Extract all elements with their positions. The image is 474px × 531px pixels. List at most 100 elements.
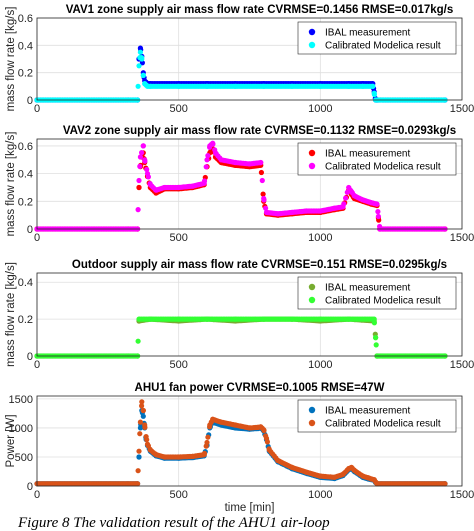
data-point [137, 49, 143, 55]
x-tick-label: 500 [169, 232, 187, 244]
legend-label: IBAL measurement [325, 28, 410, 39]
legend-marker [308, 162, 316, 170]
data-point [136, 177, 142, 184]
data-point [218, 419, 224, 425]
x-tick-label: 1000 [308, 489, 332, 501]
data-point [258, 169, 264, 176]
data-point [360, 473, 366, 479]
legend-box [297, 399, 457, 433]
x-tick-label: 1500 [450, 103, 474, 115]
y-tick-label: 0.2 [18, 196, 33, 208]
data-point [261, 83, 267, 89]
data-point [373, 335, 379, 341]
data-point [261, 427, 267, 433]
data-point [232, 159, 238, 166]
data-point [137, 154, 143, 160]
data-point [153, 187, 159, 193]
data-point [140, 143, 146, 149]
data-point [201, 180, 207, 186]
legend-box [297, 276, 457, 310]
data-point [232, 83, 238, 89]
plot-frame [36, 17, 463, 101]
x-tick-label: 1500 [450, 232, 474, 244]
data-point [371, 90, 377, 96]
data-point [260, 191, 266, 197]
data-point [375, 213, 381, 220]
data-point [139, 56, 145, 62]
legend: IBAL measurement Calibrated Modelica resu… [297, 399, 457, 433]
chart-panels: 0 500 1000 1500 0 0.2 0.4 0.6 VAV1 zone supply a… [5, 4, 474, 514]
y-tick-label: 1500 [9, 394, 33, 406]
chart-title: AHU1 fan power CVRMSE=0.1005 RMSE=47W [135, 382, 385, 394]
plot-frame [36, 272, 463, 357]
data-point [161, 184, 168, 191]
x-axis-label: time [min] [225, 502, 275, 514]
data-point [275, 211, 281, 217]
y-axis-label: Power [W] [5, 414, 17, 467]
y-tick-label: 0.6 [18, 13, 33, 25]
legend-label: Calibrated Modelica result [325, 419, 441, 430]
data-point [135, 338, 141, 344]
data-point [259, 177, 265, 184]
data-point [360, 197, 366, 203]
data-point [263, 205, 269, 211]
y-axis-label: mass flow rate [kg/s] [5, 262, 17, 367]
data-point [205, 434, 211, 440]
data-point [261, 195, 267, 202]
x-tick-label: 500 [169, 359, 187, 371]
plot-frame [36, 138, 463, 230]
data-point [351, 193, 357, 199]
data-point [139, 403, 145, 409]
data-point [136, 454, 142, 460]
data-point [140, 72, 146, 78]
data-point [142, 422, 148, 428]
y-tick-label: 0 [27, 351, 33, 363]
data-point [303, 469, 309, 475]
data-point [346, 316, 352, 322]
data-point [135, 83, 141, 89]
data-point [346, 184, 352, 191]
data-point [232, 422, 238, 428]
data-point [340, 471, 346, 477]
data-point [140, 407, 146, 414]
y-tick-label: 0 [27, 224, 33, 236]
data-point [258, 159, 264, 166]
legend-marker [308, 41, 316, 49]
x-tick-label: 0 [34, 103, 40, 115]
data-point [143, 434, 149, 440]
chart-title: VAV1 zone supply air mass flow rate CVRM… [66, 4, 454, 16]
data-point [275, 457, 281, 464]
data-point [351, 467, 357, 473]
chart-panel-1: 0 500 1000 1500 0 0.2 0.4 0.6 VAV1 zone supply a… [5, 4, 474, 115]
data-point [212, 150, 219, 156]
data-point [161, 454, 168, 460]
data-point [340, 204, 346, 210]
legend-box [297, 142, 457, 176]
data-point [374, 201, 380, 207]
data-point [137, 163, 143, 169]
data-point [142, 157, 148, 163]
data-point [331, 205, 338, 211]
y-tick-label: 0.2 [18, 314, 33, 326]
data-point [207, 422, 213, 428]
x-tick-label: 0 [34, 232, 40, 244]
series-2 [34, 316, 448, 359]
data-point [137, 419, 143, 425]
plot-frame [36, 395, 463, 487]
data-point [370, 83, 376, 89]
data-point [343, 195, 349, 201]
legend-box [297, 21, 457, 55]
data-point [136, 184, 142, 191]
data-point [246, 161, 253, 167]
y-tick-label: 0.4 [18, 277, 33, 289]
data-point [137, 45, 143, 51]
chart-title: VAV2 zone supply air mass flow rate CVRM… [63, 125, 456, 137]
chart-panel-2: 0 500 1000 1500 0 0.2 0.4 0.6 VAV2 zone supply a… [5, 125, 474, 244]
legend: IBAL measurement Calibrated Modelica resu… [297, 276, 457, 310]
data-point [176, 454, 182, 460]
x-tick-label: 500 [169, 103, 187, 115]
data-point [144, 166, 150, 173]
data-point [210, 416, 216, 422]
data-point [261, 316, 267, 322]
